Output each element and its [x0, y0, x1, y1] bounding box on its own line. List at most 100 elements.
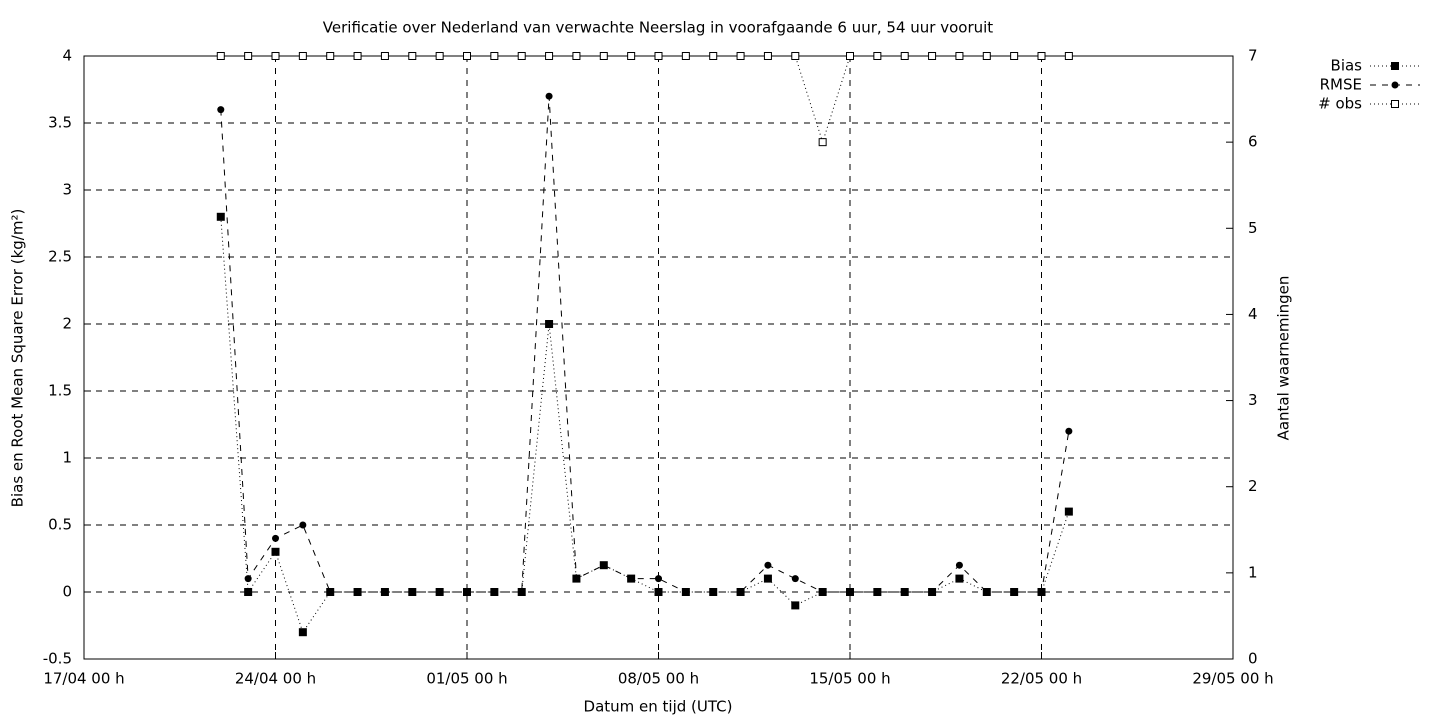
y-tick-label: 1	[62, 449, 72, 467]
marker	[873, 52, 882, 60]
legend-label: # obs	[1318, 95, 1362, 113]
y2-tick-label: 3	[1248, 391, 1258, 409]
marker	[1037, 52, 1046, 60]
marker	[380, 52, 389, 60]
chart-title: Verificatie over Nederland van verwachte…	[323, 19, 993, 37]
x-tick-label: 29/05 00 h	[1192, 670, 1273, 688]
y2-tick-label: 2	[1248, 477, 1258, 495]
y-tick-label: 4	[62, 47, 72, 65]
marker	[435, 52, 444, 60]
marker	[1010, 588, 1018, 596]
marker	[791, 601, 800, 610]
marker	[682, 588, 690, 596]
x-tick-label: 01/05 00 h	[426, 670, 507, 688]
marker	[763, 52, 772, 60]
y-tick-label: -0.5	[43, 650, 72, 668]
marker	[408, 588, 416, 596]
marker	[600, 561, 608, 569]
marker	[463, 588, 471, 596]
y2-tick-label: 4	[1248, 305, 1258, 323]
marker	[928, 588, 936, 596]
marker	[272, 534, 279, 542]
marker	[627, 52, 636, 60]
marker	[408, 52, 417, 60]
marker	[818, 138, 827, 147]
y2-tick-label: 6	[1248, 133, 1258, 151]
marker	[901, 588, 909, 596]
marker	[955, 52, 964, 60]
marker	[298, 628, 307, 637]
marker	[490, 52, 499, 60]
legend-marker	[1391, 81, 1399, 89]
marker	[791, 575, 799, 583]
marker	[436, 588, 444, 596]
marker	[545, 52, 554, 60]
marker	[654, 588, 663, 596]
marker	[326, 588, 334, 596]
marker	[599, 52, 608, 60]
marker	[1065, 427, 1073, 435]
y-tick-label: 0.5	[48, 516, 72, 534]
marker	[1010, 52, 1019, 60]
marker	[709, 52, 718, 60]
marker	[791, 52, 800, 60]
marker	[900, 52, 909, 60]
marker	[955, 561, 963, 569]
marker	[572, 52, 581, 60]
legend-label: Bias	[1331, 57, 1363, 75]
y-tick-label: 3.5	[48, 114, 72, 132]
marker	[298, 52, 307, 60]
marker	[518, 588, 526, 596]
y2-tick-label: 5	[1248, 219, 1258, 237]
y2-axis-label: Aantal waarnemingen	[1275, 276, 1293, 441]
series-line	[220, 55, 1069, 144]
x-tick-label: 15/05 00 h	[809, 670, 890, 688]
marker	[517, 52, 526, 60]
marker	[655, 575, 662, 583]
marker	[354, 588, 362, 596]
marker	[709, 588, 717, 596]
marker	[216, 212, 225, 221]
marker	[1064, 507, 1073, 516]
y2-tick-label: 1	[1248, 563, 1258, 581]
x-tick-label: 08/05 00 h	[618, 670, 699, 688]
marker	[955, 574, 964, 583]
y-tick-label: 2	[62, 315, 72, 333]
y-tick-label: 2.5	[48, 248, 72, 266]
marker	[627, 575, 635, 583]
y-tick-label: 0	[62, 583, 72, 601]
legend-label: RMSE	[1320, 76, 1362, 94]
marker	[353, 52, 362, 60]
marker	[216, 52, 225, 60]
marker	[244, 575, 252, 583]
marker	[545, 92, 553, 100]
y2-tick-label: 7	[1248, 47, 1258, 65]
y2-tick-label: 0	[1248, 650, 1258, 668]
marker	[982, 52, 991, 60]
marker	[381, 588, 389, 596]
x-tick-label: 22/05 00 h	[1001, 670, 1082, 688]
marker	[737, 588, 745, 596]
marker	[545, 320, 554, 328]
x-tick-label: 17/04 00 h	[43, 670, 124, 688]
legend-marker	[1391, 100, 1399, 108]
marker	[819, 588, 827, 596]
marker	[846, 52, 854, 60]
marker	[1064, 52, 1073, 60]
marker	[463, 52, 471, 60]
series-line	[220, 96, 1070, 593]
marker	[846, 588, 854, 596]
marker	[217, 106, 225, 114]
marker	[1038, 588, 1045, 596]
marker	[271, 52, 280, 60]
x-axis-label: Datum en tijd (UTC)	[584, 698, 733, 716]
y-tick-label: 1.5	[48, 382, 72, 400]
marker	[244, 588, 253, 596]
marker	[736, 52, 745, 60]
marker	[326, 52, 335, 60]
marker	[271, 547, 280, 556]
marker	[654, 52, 663, 60]
y-axis-label: Bias en Root Mean Square Error (kg/m²)	[9, 209, 27, 508]
marker	[764, 561, 772, 569]
